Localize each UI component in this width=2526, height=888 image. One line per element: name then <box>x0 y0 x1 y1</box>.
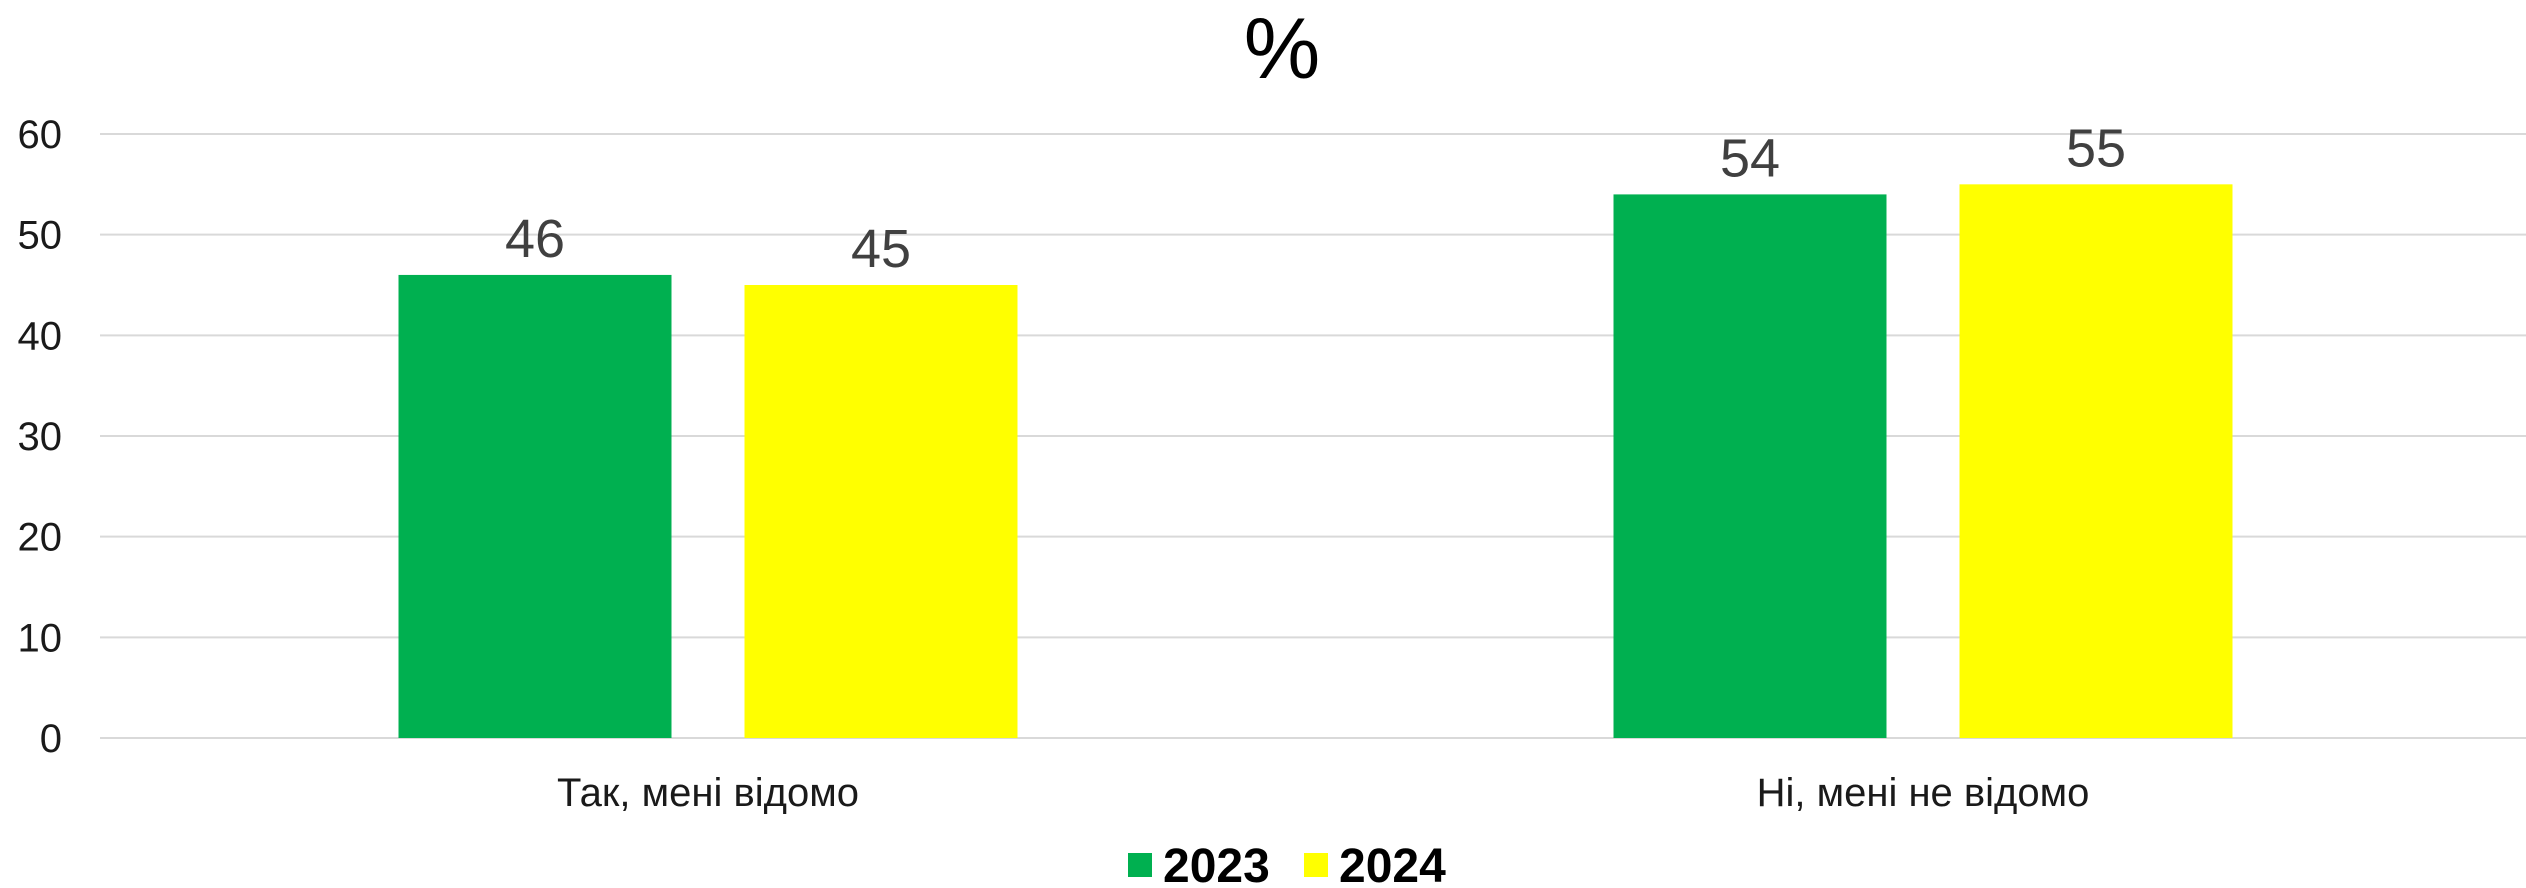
legend-label-2024: 2024 <box>1339 840 1446 888</box>
bar-2023-0 <box>398 274 672 738</box>
data-label-2024-1: 55 <box>2066 118 2126 178</box>
data-labels: 46 45 54 55 <box>505 118 2126 279</box>
category-label: Так, мені відомо <box>557 771 859 815</box>
category-labels: Так, мені відомо Ні, мені не відомо <box>557 771 2089 815</box>
chart-title: % <box>1244 1 1320 97</box>
y-tick-label: 20 <box>18 516 63 560</box>
y-tick-label: 50 <box>18 214 63 258</box>
legend-label-2023: 2023 <box>1163 840 1270 888</box>
y-tick-label: 30 <box>18 415 63 459</box>
legend: 2023 2024 <box>1128 840 1446 888</box>
y-tick-label: 60 <box>18 113 63 157</box>
data-label-2024-0: 45 <box>851 219 911 279</box>
y-tick-label: 0 <box>40 717 62 761</box>
category-label: Ні, мені не відомо <box>1757 771 2090 815</box>
legend-swatch-2024 <box>1304 853 1328 877</box>
legend-swatch-2023 <box>1128 853 1152 877</box>
data-label-2023-0: 46 <box>505 209 565 269</box>
bar-2024-1 <box>1959 184 2233 739</box>
bar-2024-0 <box>744 285 1018 738</box>
bars <box>398 184 2233 739</box>
y-axis-ticks: 0 10 20 30 40 50 60 <box>18 113 63 761</box>
y-tick-label: 10 <box>18 616 63 660</box>
bar-2023-1 <box>1613 194 1887 738</box>
y-tick-label: 40 <box>18 314 63 358</box>
data-label-2023-1: 54 <box>1720 128 1780 188</box>
